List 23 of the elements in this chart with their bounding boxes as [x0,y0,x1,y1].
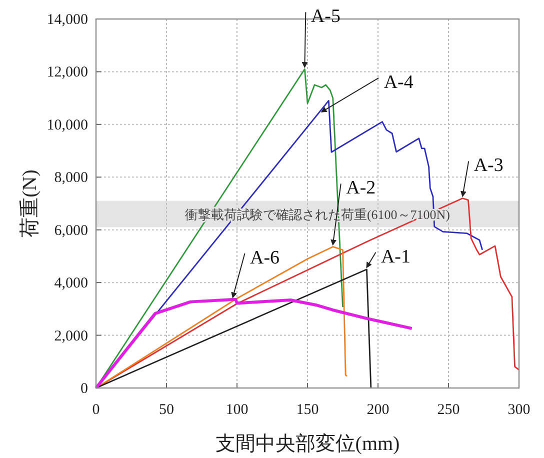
annotation: A-3 [474,155,504,176]
y-tick-label: 6,000 [54,222,88,239]
x-tick-label: 250 [437,402,460,418]
x-tick-label: 50 [159,402,174,418]
annotation: A-4 [384,72,414,93]
y-tick-label: 8,000 [54,170,88,186]
x-tick-label: 300 [508,402,530,418]
annotation: A-1 [380,246,410,268]
annotation: A-6 [250,247,280,268]
x-tick-label: 0 [92,402,100,418]
x-tick-label: 100 [226,402,248,418]
y-tick-label: 14,000 [46,12,88,28]
x-tick-label: 200 [366,402,390,418]
annotation: A-5 [310,6,340,28]
y-tick-label: 0 [80,381,88,397]
x-tick-label: 150 [296,402,319,418]
x-axis-title: 支間中央部変位(mm) [215,432,400,455]
y-tick-label: 2,000 [54,328,88,344]
annotation: A-2 [346,178,376,199]
y-tick-label: 10,000 [46,117,88,134]
y-tick-label: 12,000 [46,64,88,81]
y-axis-title: 荷重(N) [19,170,41,238]
y-tick-label: 4,000 [54,276,88,292]
